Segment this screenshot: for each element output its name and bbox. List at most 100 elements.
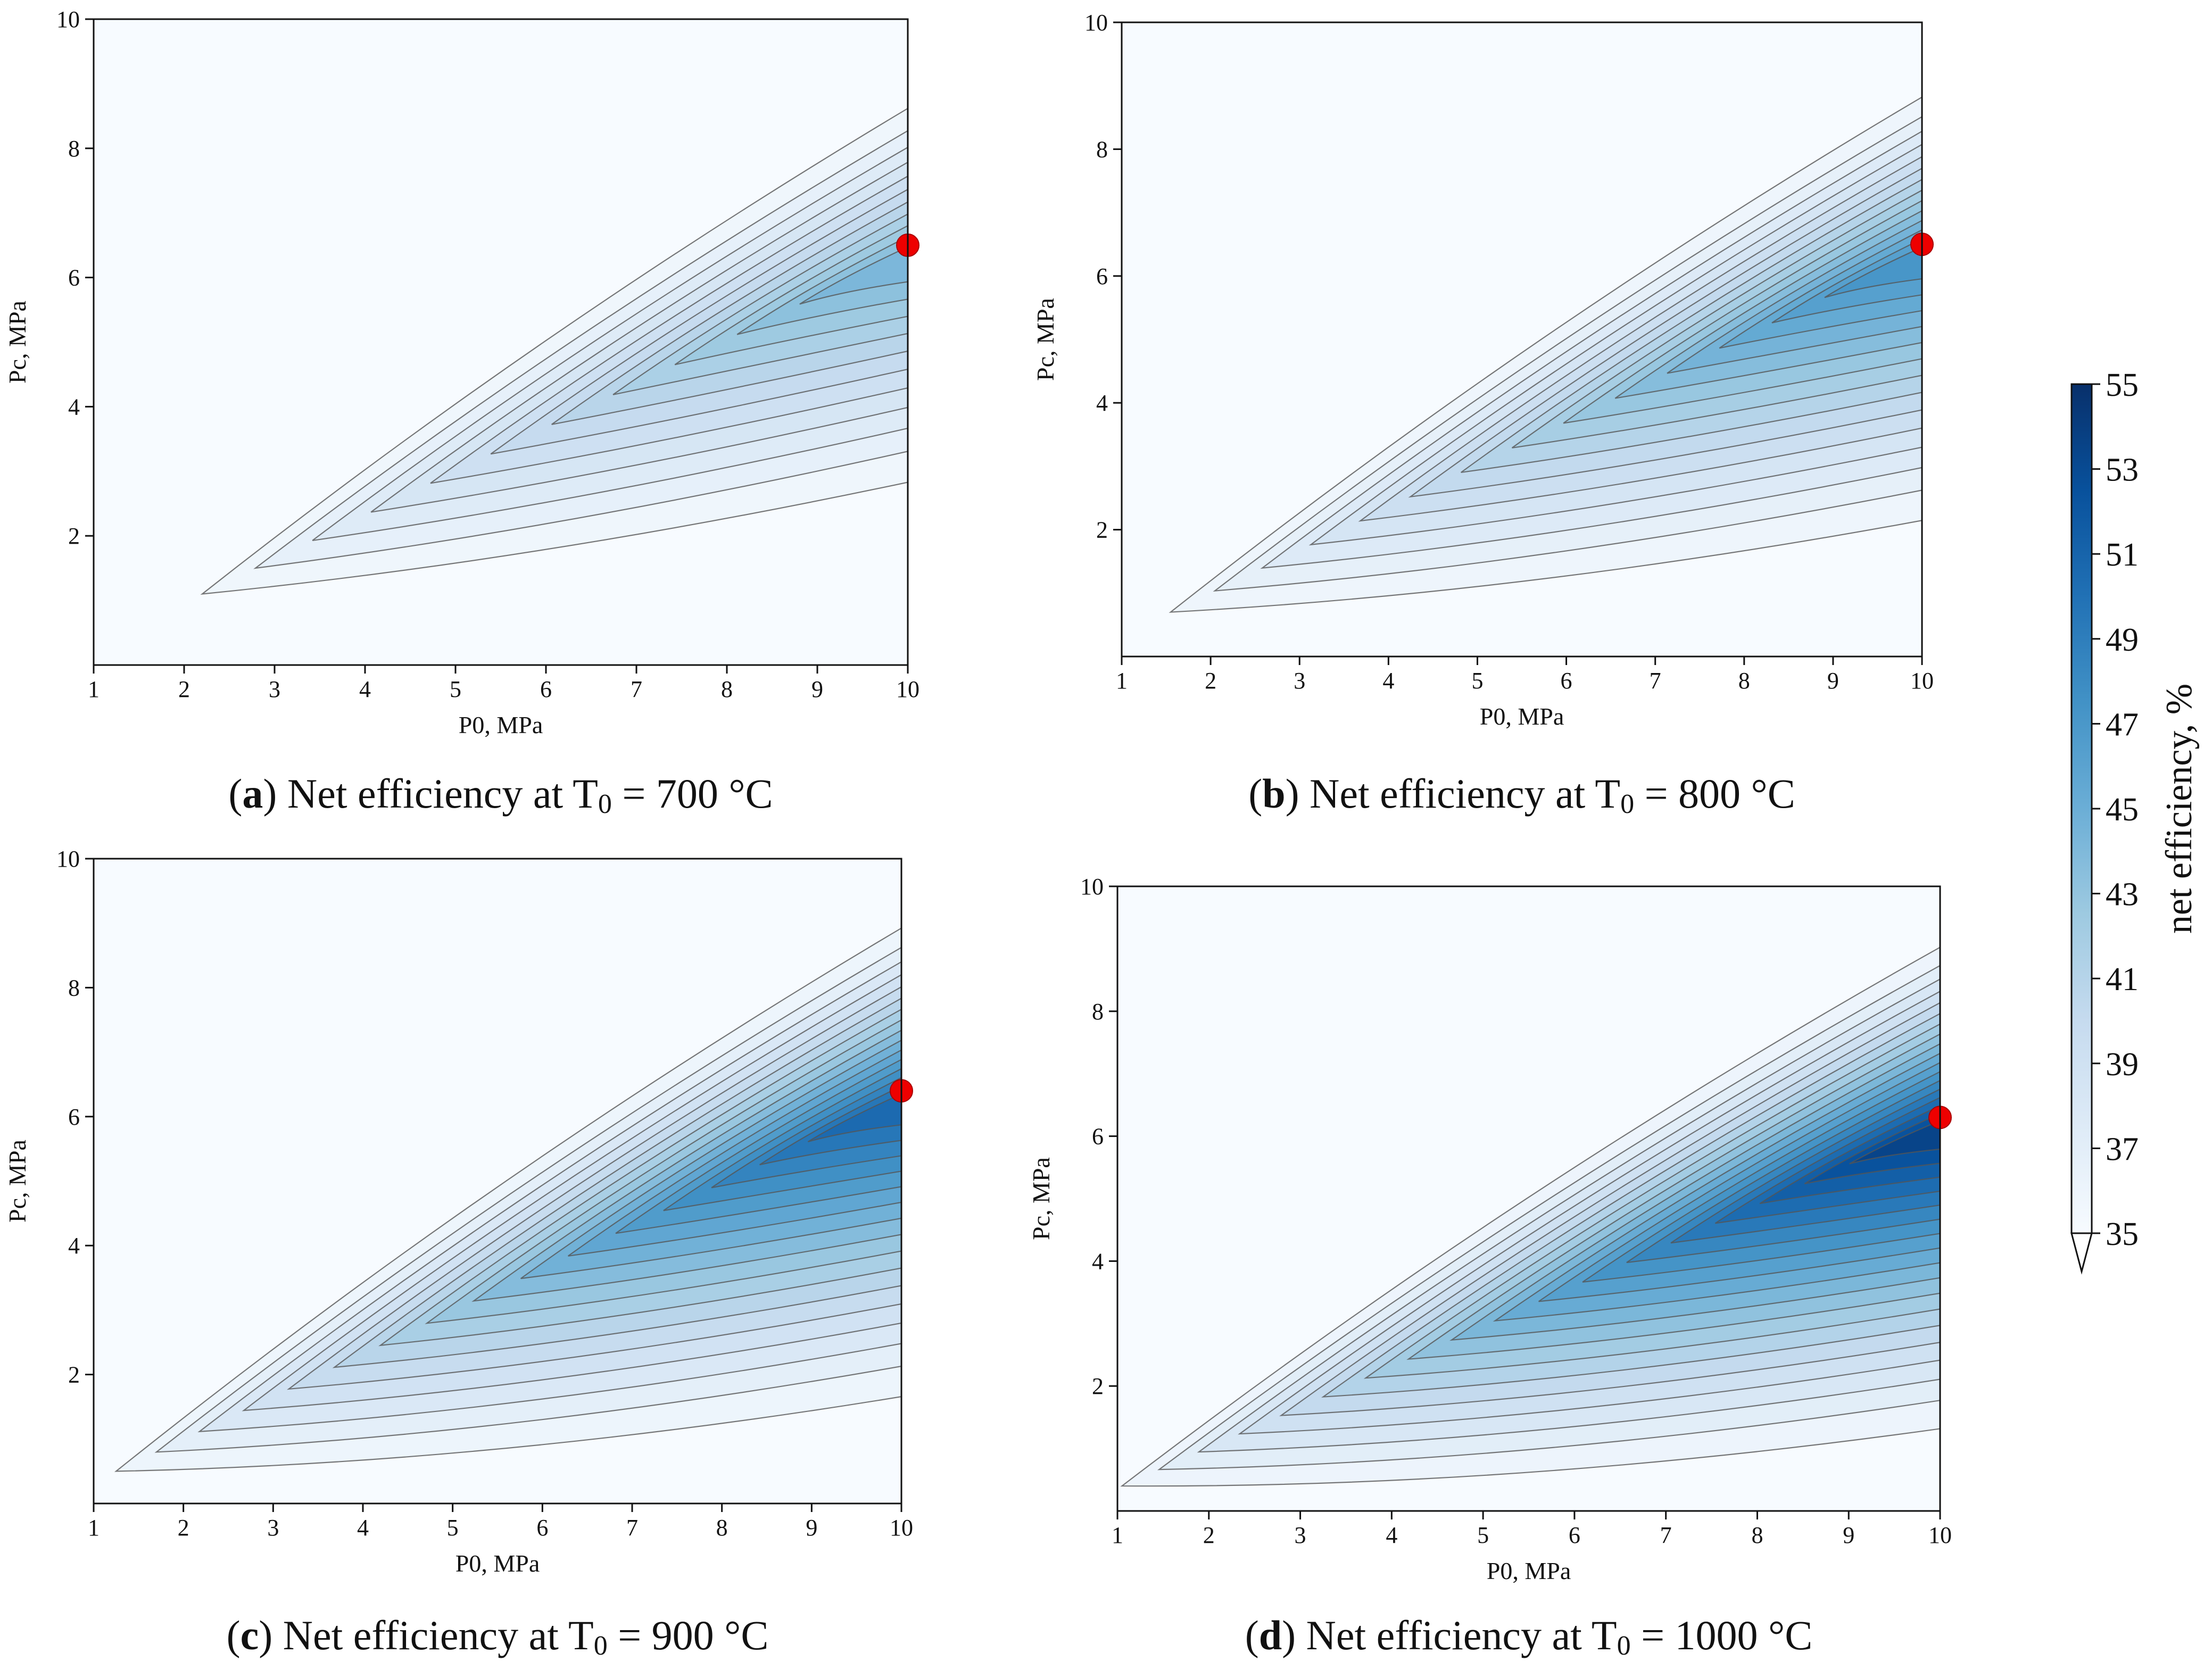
y-tick-label: 4 [1092, 1248, 1104, 1274]
panel-a: 1 2 3 4 5 6 7 8 9 10 2 4 6 8 10 P0, MPa Pc, MPa (a) Net e… [4, 6, 919, 819]
x-tick-label: 2 [1205, 668, 1216, 694]
contour-level [759, 1085, 901, 1166]
panel-c: 1 2 3 4 5 6 7 8 9 10 2 4 6 8 10 P0, MPa Pc, MPa (c) Net e… [4, 846, 913, 1661]
y-tick-label: 6 [68, 265, 80, 291]
x-tick-label: 6 [1561, 668, 1572, 694]
colorbar-tick-label: 43 [2106, 877, 2139, 913]
y-axis-label: Pc, MPa [4, 301, 31, 384]
contour-level [1614, 210, 1922, 399]
contour-level [736, 236, 908, 335]
contour-set [200, 107, 908, 595]
colorbar-tick-label: 47 [2106, 707, 2139, 743]
colorbar-tick-label: 49 [2106, 622, 2139, 658]
contour-level [490, 188, 908, 455]
panel-caption: (c) Net efficiency at T0 = 900 °C [227, 1612, 769, 1661]
axes-frame [1116, 885, 1941, 1512]
x-tick-label: 1 [88, 1515, 100, 1541]
y-tick-label: 10 [56, 6, 80, 32]
x-tick-label: 1 [1116, 668, 1128, 694]
y-tick-label: 8 [1092, 999, 1104, 1025]
y-tick-label: 8 [68, 975, 80, 1001]
panel-caption: (d) Net efficiency at T0 = 1000 °C [1245, 1612, 1813, 1661]
y-tick-label: 6 [1096, 263, 1108, 289]
y-axis-label: Pc, MPa [1028, 1157, 1055, 1240]
contour-level [674, 225, 908, 365]
contour-level [807, 1093, 901, 1143]
x-axis-label: P0, MPa [1487, 1557, 1571, 1584]
y-tick-label: 4 [1096, 390, 1108, 416]
contour-level [551, 201, 908, 425]
colorbar-tick-label: 53 [2106, 452, 2139, 488]
x-tick-label: 10 [890, 1515, 913, 1541]
contour-level [1563, 200, 1922, 424]
colorbar-tick-label: 45 [2106, 792, 2139, 828]
contour-level [1670, 1088, 1940, 1244]
y-tick-label: 4 [68, 394, 80, 420]
x-tick-label: 5 [450, 676, 461, 702]
contour-level [799, 246, 908, 305]
x-tick-label: 3 [1294, 668, 1305, 694]
panel-b: 1 2 3 4 5 6 7 8 9 10 2 4 6 8 10 P0, MPa Pc, MPa (b) Net e… [1032, 10, 1934, 819]
contour-level [1771, 238, 1922, 323]
x-axis-label: P0, MPa [459, 711, 543, 738]
colorbar-tick-label: 51 [2106, 537, 2139, 573]
x-tick-label: 4 [357, 1515, 369, 1541]
x-tick-label: 4 [1382, 668, 1394, 694]
contour-level [312, 146, 908, 542]
x-tick-label: 7 [631, 676, 642, 702]
colorbar-tick-label: 41 [2106, 961, 2139, 998]
x-tick-label: 7 [1660, 1522, 1672, 1548]
y-tick-label: 4 [68, 1233, 80, 1259]
contour-level [370, 161, 908, 513]
x-axis-label: P0, MPa [455, 1550, 540, 1577]
panel-d: 1 2 3 4 5 6 7 8 9 10 2 4 6 8 10 P0, MPa Pc, MPa (d) Net e… [1028, 874, 1952, 1661]
contour-set [1120, 946, 1940, 1487]
y-tick-label: 10 [1084, 10, 1108, 36]
contour-set [1169, 96, 1922, 613]
x-tick-label: 3 [1295, 1522, 1306, 1548]
contour-level [612, 213, 908, 395]
contour-level [1824, 246, 1922, 298]
x-tick-label: 5 [1477, 1522, 1489, 1548]
x-tick-label: 2 [1203, 1522, 1215, 1548]
contour-level [1849, 1120, 1940, 1165]
contour-level [568, 1049, 901, 1257]
x-tick-label: 6 [1569, 1522, 1580, 1548]
y-tick-label: 2 [68, 1362, 80, 1388]
x-axis-label: P0, MPa [1480, 703, 1564, 730]
contour-level [711, 1077, 901, 1189]
x-tick-label: 6 [540, 676, 552, 702]
x-tick-label: 8 [1751, 1522, 1763, 1548]
x-tick-label: 10 [896, 676, 919, 702]
contour-level [1667, 220, 1922, 374]
contour-level [430, 175, 908, 484]
contour-level [1804, 1112, 1940, 1185]
x-tick-label: 9 [811, 676, 823, 702]
x-tick-label: 8 [1738, 668, 1750, 694]
x-tick-label: 9 [806, 1515, 817, 1541]
y-axis-label: Pc, MPa [1032, 298, 1059, 381]
colorbar-tick-label: 55 [2106, 367, 2139, 403]
y-tick-label: 2 [1096, 517, 1108, 543]
x-tick-label: 8 [716, 1515, 728, 1541]
axes-frame [1121, 21, 1923, 658]
contour-level [663, 1068, 901, 1211]
y-tick-label: 2 [1092, 1373, 1104, 1399]
x-tick-label: 5 [1471, 668, 1483, 694]
panel-caption: (a) Net efficiency at T0 = 700 °C [228, 770, 773, 819]
colorbar: 35 37 39 41 43 45 47 49 51 53 55 net efficiency, % [2070, 367, 2200, 1275]
colorbar-extend-min [2070, 1232, 2093, 1275]
x-tick-label: 4 [1386, 1522, 1397, 1548]
y-tick-label: 6 [1092, 1124, 1104, 1150]
x-tick-label: 7 [1650, 668, 1661, 694]
colorbar-tick-label: 39 [2106, 1046, 2139, 1083]
y-tick-label: 8 [68, 136, 80, 162]
y-tick-label: 2 [68, 523, 80, 549]
y-tick-label: 10 [1080, 874, 1104, 900]
contour-level [1759, 1105, 1940, 1204]
y-axis-label: Pc, MPa [4, 1140, 31, 1223]
colorbar-label: net efficiency, % [2159, 684, 2200, 934]
contour-set [114, 927, 901, 1472]
x-tick-label: 5 [447, 1515, 459, 1541]
